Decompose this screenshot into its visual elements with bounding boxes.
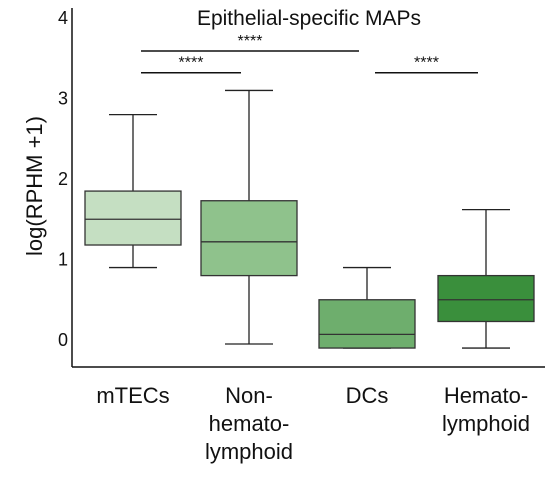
box-2	[318, 299, 416, 349]
box-0	[84, 190, 182, 246]
significance-label-1: ****	[238, 33, 263, 50]
significance-label-2: ****	[414, 55, 439, 72]
x-tick-labels: mTECs Non-hemato-lymphoid DCs Hemato-lympho…	[96, 383, 530, 464]
chart-title: Epithelial-specific MAPs	[197, 7, 421, 30]
y-tick-label-1: 1	[58, 250, 68, 270]
y-tick-label-2: 2	[58, 169, 68, 189]
x-tick-label-0: mTECs	[96, 383, 169, 408]
y-ticks: 0 1 2 3 4	[58, 8, 68, 350]
y-axis-label: log(RPHM +1)	[22, 116, 47, 256]
box-1	[200, 200, 298, 277]
significance-brackets: **** **** ****	[141, 33, 478, 74]
y-tick-label-0: 0	[58, 330, 68, 350]
x-tick-label-1: Non-hemato-lymphoid	[205, 383, 293, 464]
y-tick-label-4: 4	[58, 8, 68, 28]
boxes	[84, 89, 535, 349]
x-tick-label-3: Hemato-lymphoid	[442, 383, 530, 436]
y-tick-label-3: 3	[58, 89, 68, 109]
box-3	[437, 274, 535, 323]
x-tick-label-2: DCs	[346, 383, 389, 408]
significance-label-0: ****	[179, 55, 204, 72]
